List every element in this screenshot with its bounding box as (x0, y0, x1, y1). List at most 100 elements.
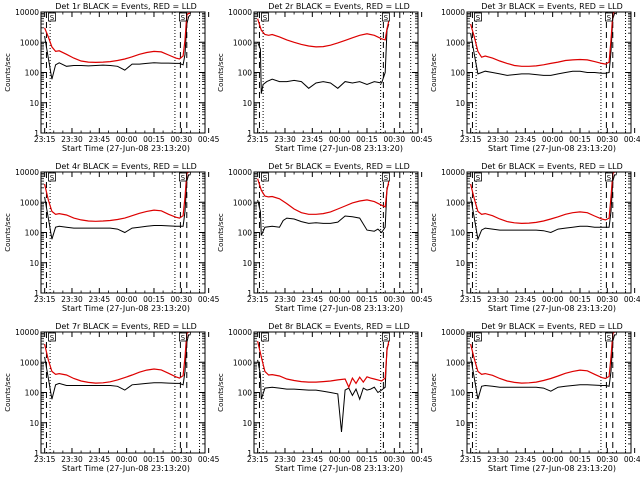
y-tick-label: 1 (460, 449, 465, 458)
y-tick-label: 10 (29, 419, 39, 428)
x-tick-label: 23:15 (247, 295, 269, 304)
region-marker-label: S (50, 334, 55, 342)
x-tick-label: 00:30 (383, 135, 405, 144)
x-tick-label: 23:30 (487, 455, 509, 464)
x-tick-label: 23:30 (274, 135, 296, 144)
x-tick-label: 00:00 (542, 295, 564, 304)
region-marker-label: S (181, 174, 186, 182)
x-tick-label: 00:15 (569, 455, 591, 464)
y-tick-label: 1 (460, 289, 465, 298)
y-tick-label: 10 (455, 419, 465, 428)
chart-panel-1: Det 1r BLACK = Events, RED = LLD 1 10 100 10… (4, 2, 220, 153)
y-tick-label: 100 (25, 69, 40, 78)
x-axis-label: Start Time (27-Jun-08 23:13:20) (62, 304, 190, 313)
y-axis-label: Counts/sec (217, 213, 225, 252)
lld-series-line (44, 332, 191, 384)
y-tick-label: 1000 (20, 38, 39, 47)
region-marker-label: S (476, 334, 481, 342)
chart-panel-3: Det 3r BLACK = Events, RED = LLD 1 10 100 10… (430, 2, 640, 153)
events-series-line (470, 334, 617, 400)
chart-title: Det 3r BLACK = Events, RED = LLD (481, 2, 623, 11)
events-series-line (44, 14, 191, 80)
region-marker-label: S (476, 174, 481, 182)
y-axis-label: Counts/sec (217, 373, 225, 412)
y-axis-label: Counts/sec (4, 213, 12, 252)
chart-title: Det 8r BLACK = Events, RED = LLD (268, 322, 410, 331)
y-tick-label: 10 (455, 99, 465, 108)
y-tick-label: 100 (238, 69, 253, 78)
x-tick-label: 00:00 (116, 455, 138, 464)
chart-panel-4: Det 4r BLACK = Events, RED = LLD 1 10 100 10… (4, 162, 220, 313)
x-tick-label: 23:15 (34, 135, 56, 144)
x-tick-label: 00:15 (569, 295, 591, 304)
chart-title: Det 7r BLACK = Events, RED = LLD (55, 322, 197, 331)
events-series-line (257, 183, 390, 236)
x-tick-label: 23:30 (274, 455, 296, 464)
region-marker-label: S (263, 14, 268, 22)
x-tick-label: 00:30 (383, 295, 405, 304)
y-tick-label: 1 (34, 449, 39, 458)
x-axis-label: Start Time (27-Jun-08 23:13:20) (62, 144, 190, 153)
y-tick-label: 1000 (233, 198, 252, 207)
events-series-line (470, 174, 617, 242)
x-tick-label: 00:15 (356, 295, 378, 304)
region-marker-label: S (607, 14, 612, 22)
x-tick-label: 00:45 (624, 295, 640, 304)
lld-series-line (44, 12, 191, 64)
y-tick-label: 1000 (446, 198, 465, 207)
y-tick-label: 1 (34, 129, 39, 138)
chart-title: Det 6r BLACK = Events, RED = LLD (481, 162, 623, 171)
region-marker-label: S (607, 174, 612, 182)
x-tick-label: 23:45 (301, 295, 323, 304)
lld-series-line (470, 12, 617, 67)
chart-title: Det 5r BLACK = Events, RED = LLD (268, 162, 410, 171)
x-tick-label: 00:00 (542, 455, 564, 464)
x-tick-label: 23:15 (460, 455, 482, 464)
region-marker-label: S (50, 174, 55, 182)
y-axis-label: Counts/sec (217, 53, 225, 92)
x-tick-label: 00:15 (143, 455, 165, 464)
region-marker-box (474, 172, 482, 182)
y-tick-label: 100 (238, 389, 253, 398)
x-axis-label: Start Time (27-Jun-08 23:13:20) (275, 144, 403, 153)
region-marker-box (605, 12, 613, 22)
y-tick-label: 1000 (446, 38, 465, 47)
y-tick-label: 10000 (15, 8, 39, 17)
x-tick-label: 00:45 (411, 295, 433, 304)
region-marker-box (178, 12, 187, 22)
x-tick-label: 00:45 (198, 135, 220, 144)
x-tick-label: 23:45 (88, 455, 110, 464)
x-tick-label: 00:30 (596, 455, 618, 464)
x-tick-label: 23:45 (88, 135, 110, 144)
y-axis-label: Counts/sec (4, 53, 12, 92)
region-marker-label: S (50, 14, 55, 22)
x-tick-label: 23:45 (514, 135, 536, 144)
y-tick-label: 100 (238, 229, 253, 238)
chart-title: Det 2r BLACK = Events, RED = LLD (268, 2, 410, 11)
x-tick-label: 00:30 (383, 455, 405, 464)
region-marker-box (381, 12, 390, 22)
x-tick-label: 00:15 (356, 135, 378, 144)
x-tick-label: 00:45 (624, 135, 640, 144)
x-tick-label: 23:45 (88, 295, 110, 304)
region-marker-box (474, 332, 482, 342)
y-tick-label: 10000 (228, 328, 252, 337)
x-axis-label: Start Time (27-Jun-08 23:13:20) (275, 304, 403, 313)
y-tick-label: 100 (25, 389, 40, 398)
y-tick-label: 10000 (228, 8, 252, 17)
x-tick-label: 00:15 (356, 455, 378, 464)
chart-panel-5: Det 5r BLACK = Events, RED = LLD 1 10 100 10… (217, 162, 433, 313)
y-tick-label: 10000 (228, 168, 252, 177)
x-tick-label: 00:00 (329, 295, 351, 304)
x-tick-label: 00:45 (198, 455, 220, 464)
x-tick-label: 23:30 (487, 295, 509, 304)
y-tick-label: 1 (460, 129, 465, 138)
x-tick-label: 00:45 (198, 295, 220, 304)
x-tick-label: 23:45 (514, 295, 536, 304)
region-marker-box (178, 332, 187, 342)
x-tick-label: 00:45 (411, 135, 433, 144)
chart-panel-7: Det 7r BLACK = Events, RED = LLD 1 10 100 10… (4, 322, 220, 473)
lld-series-line (257, 178, 390, 215)
y-tick-label: 10 (29, 259, 39, 268)
y-tick-label: 10 (242, 259, 252, 268)
